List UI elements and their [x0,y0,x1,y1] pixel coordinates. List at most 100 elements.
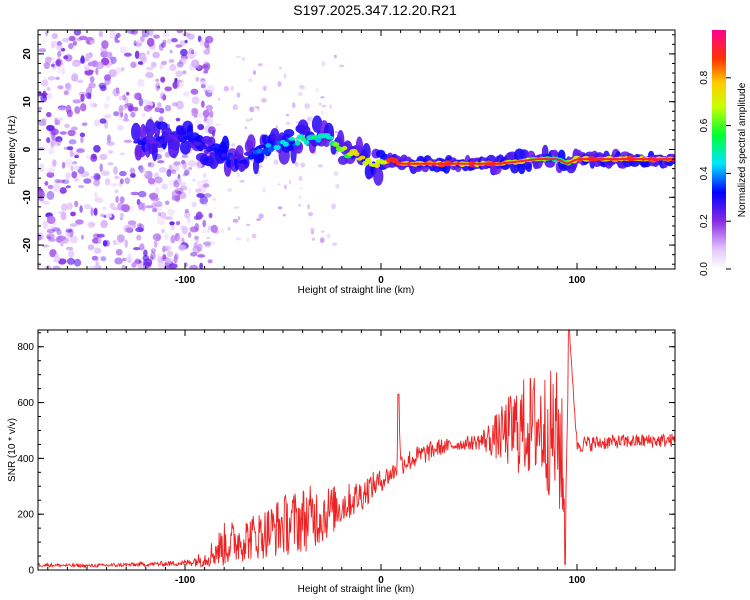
noise-blob [102,240,108,247]
noise-blob [45,265,52,269]
noise-blob [71,73,79,82]
noise-blob [153,34,160,39]
noise-blob [282,213,287,217]
noise-blob [249,106,255,113]
noise-blob [321,61,326,67]
noise-blob [160,76,166,83]
noise-blob [114,39,120,43]
noise-blob [118,105,124,114]
noise-blob [200,83,206,89]
noise-blob [298,91,303,97]
ridge-blob [224,155,230,161]
noise-blob [148,162,155,168]
noise-blob [178,78,185,88]
noise-blob [51,33,58,40]
colorbar-tick-label: 0.6 [699,118,710,132]
noise-blob [157,102,162,108]
noise-blob [199,262,203,269]
noise-blob [138,97,144,107]
noise-blob [319,237,325,244]
noise-blob [79,205,83,213]
noise-blob [196,243,203,252]
noise-blob [101,40,109,49]
noise-blob [196,180,204,188]
spectrogram-y-label: Frequency (Hz) [7,116,18,185]
noise-blob [285,121,291,125]
noise-blob [161,228,165,234]
noise-blob [74,106,81,115]
noise-blob [169,63,177,72]
noise-blob [103,103,110,109]
ridge-blob [294,139,301,146]
noise-blob [58,106,67,112]
noise-blob [126,30,136,34]
noise-blob [227,188,232,192]
noise-blob [184,208,189,214]
noise-blob [96,233,105,238]
noise-blob [79,132,86,138]
y-tick-label: 20 [22,48,33,60]
noise-blob [170,164,180,172]
noise-blob [124,239,128,249]
noise-blob [331,203,336,210]
noise-blob [230,85,235,92]
y-tick-label: 10 [22,96,33,108]
noise-blob [158,116,164,122]
noise-blob [57,65,62,74]
noise-blob [194,222,200,232]
ridge-halo [145,119,156,138]
noise-blob [60,211,67,221]
ridge-halo [519,149,529,159]
noise-blob [47,167,56,174]
noise-blob [184,169,190,176]
noise-blob [72,152,80,156]
noise-blob [93,179,101,187]
noise-blob [73,30,82,36]
noise-blob [136,234,142,241]
noise-blob [150,197,160,202]
ridge-blob [303,139,310,145]
ridge-blob [174,133,180,138]
noise-blob [175,79,183,83]
noise-blob [187,160,197,168]
noise-blob [89,76,95,83]
noise-blob [175,221,181,226]
noise-blob [163,232,169,241]
noise-blob [199,196,208,205]
noise-blob [199,80,207,85]
noise-blob [202,183,210,188]
noise-blob [250,117,253,121]
noise-blob [52,265,61,269]
noise-blob [61,67,65,75]
snr-y-label: SNR (10 * v/v) [7,418,18,482]
noise-blob [80,171,90,178]
noise-blob [68,139,77,145]
noise-blob [204,40,210,49]
noise-blob [47,184,54,190]
noise-blob [209,110,214,118]
noise-blob [155,82,161,92]
noise-blob [169,221,175,226]
noise-blob [207,259,213,264]
noise-blob [217,97,220,101]
noise-blob [89,101,95,108]
ridge-blob [150,140,158,144]
noise-blob [57,258,67,265]
noise-blob [66,109,73,118]
noise-blob [283,73,287,79]
noise-blob [152,233,162,241]
y-tick-label: 600 [17,398,34,409]
noise-blob [50,40,58,47]
noise-blob [150,251,156,260]
noise-blob [41,118,47,126]
chart-title: S197.2025.347.12.20.R21 [293,2,457,18]
noise-blob [138,164,144,174]
noise-blob [71,171,78,179]
noise-blob [207,225,214,231]
noise-blob [110,56,117,64]
noise-blob [119,170,127,177]
noise-blob [205,104,213,111]
noise-blob [46,111,52,118]
noise-blob [107,162,114,166]
